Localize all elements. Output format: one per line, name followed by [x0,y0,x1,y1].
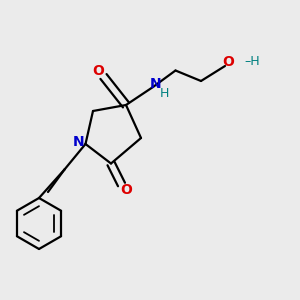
Text: –H: –H [244,55,260,68]
Text: O: O [223,56,235,69]
Text: O: O [92,64,104,78]
Text: N: N [150,77,161,91]
Text: N: N [73,136,85,149]
Text: O: O [120,183,132,197]
Text: H: H [160,86,169,100]
